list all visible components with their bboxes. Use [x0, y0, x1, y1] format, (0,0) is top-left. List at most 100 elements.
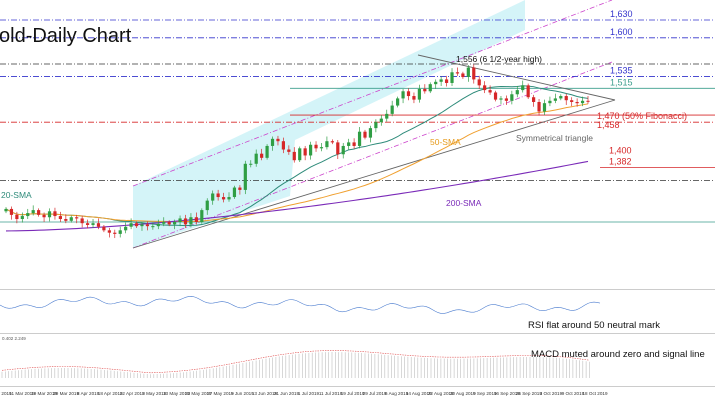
candle-body [368, 128, 373, 138]
candle-89 [488, 85, 492, 95]
candle-body [564, 96, 568, 101]
x-tick-label: 29 Jul 2019 [363, 391, 387, 396]
candle-104 [570, 97, 574, 107]
macd-values-label: 0.402 2.249 [2, 336, 26, 341]
candle-61 [336, 140, 340, 160]
candle-body [151, 226, 155, 228]
candle-92 [504, 95, 509, 105]
candle-30 [167, 220, 171, 227]
candle-12 [69, 215, 73, 223]
candle-32 [178, 215, 182, 227]
candlesticks [4, 64, 590, 239]
ascending-channel [132, 0, 613, 249]
candle-93 [510, 90, 514, 105]
x-tick-label: 19 Mar 2019 [31, 391, 57, 396]
candle-body [374, 122, 378, 129]
candle-body [477, 79, 481, 86]
candle-body [483, 85, 487, 91]
sma50-line [5, 103, 589, 222]
candle-62 [341, 142, 345, 159]
triangle-lower-line [132, 99, 616, 249]
candle-23 [129, 218, 133, 230]
candle-6 [37, 208, 41, 217]
candle-body [570, 100, 574, 102]
candle-28 [156, 219, 160, 230]
candle-body [548, 100, 552, 104]
candle-40 [221, 192, 226, 203]
candle-46 [254, 149, 258, 167]
sma50-label: 50-SMA [430, 137, 461, 147]
candle-87 [477, 75, 481, 89]
candle-body [308, 144, 313, 156]
candle-body [423, 88, 427, 92]
candle-body [553, 98, 557, 101]
x-tick-label: 26 Sep 2019 [516, 391, 543, 396]
candle-56 [308, 141, 313, 160]
x-tick-label: 11 Jul 2019 [319, 391, 343, 396]
x-tick-label: 3 Oct 2019 [540, 391, 563, 396]
candle-9 [53, 207, 57, 220]
horizontal-levels: 1,630 1,600 1,535 1,515 1,470 (50% Fibonacci… [0, 9, 715, 223]
candle-26 [145, 221, 150, 231]
candle-47 [260, 148, 264, 161]
candle-52 [287, 145, 291, 155]
candle-body [47, 211, 52, 218]
candle-body [124, 226, 128, 231]
candle-45 [249, 160, 253, 168]
candle-7 [42, 212, 46, 222]
candle-body [537, 101, 541, 112]
candle-body [37, 210, 41, 215]
x-tick-label: 13 May 2019 [163, 391, 190, 396]
candle-body [134, 223, 139, 227]
candle-0 [4, 207, 8, 214]
candle-20 [113, 229, 117, 239]
candle-94 [515, 85, 519, 98]
x-tick-label: 18 Oct 2019 [582, 391, 607, 396]
candle-body [428, 84, 432, 92]
chart-labels: old-Daily Chart 1,556 (6 1/2-year high) … [0, 25, 593, 208]
candle-body [406, 91, 411, 97]
level-label-1600: 1,600 [610, 27, 633, 37]
candle-body [254, 153, 258, 164]
candle-body [319, 147, 324, 149]
candle-body [341, 145, 345, 155]
candle-body [444, 79, 449, 83]
candle-100 [548, 96, 552, 107]
candle-body [314, 144, 318, 149]
candle-54 [298, 146, 302, 162]
candle-96 [526, 83, 530, 100]
candle-86 [472, 64, 476, 84]
candle-4 [26, 208, 30, 220]
candle-body [276, 138, 280, 142]
candle-78 [428, 82, 432, 94]
sma200-label: 200-SMA [446, 198, 482, 208]
candle-59 [325, 136, 329, 150]
candle-66 [363, 129, 367, 140]
candle-42 [232, 185, 237, 199]
candle-body [330, 141, 334, 143]
candle-body [118, 230, 122, 234]
candle-53 [292, 147, 296, 163]
candle-3 [20, 212, 24, 223]
candle-80 [439, 76, 443, 86]
candle-body [298, 148, 302, 161]
candle-body [515, 90, 519, 95]
candle-body [542, 103, 547, 112]
candle-body [281, 141, 286, 150]
candle-101 [553, 93, 557, 104]
candle-103 [564, 93, 568, 105]
candle-body [238, 187, 242, 190]
candle-body [173, 222, 177, 225]
candle-body [20, 216, 24, 220]
candle-77 [423, 84, 427, 94]
candle-21 [118, 226, 122, 238]
level-label-1535: 1,535 [610, 65, 633, 75]
sma20-label: 20-SMA [1, 190, 32, 200]
peak-annotation: 1,556 (6 1/2-year high) [456, 54, 542, 64]
level-label-1382: 1,382 [609, 156, 632, 166]
candle-50 [276, 135, 280, 146]
candle-99 [542, 99, 547, 116]
candle-body [227, 197, 231, 200]
candle-49 [270, 136, 275, 151]
candle-91 [499, 96, 503, 105]
